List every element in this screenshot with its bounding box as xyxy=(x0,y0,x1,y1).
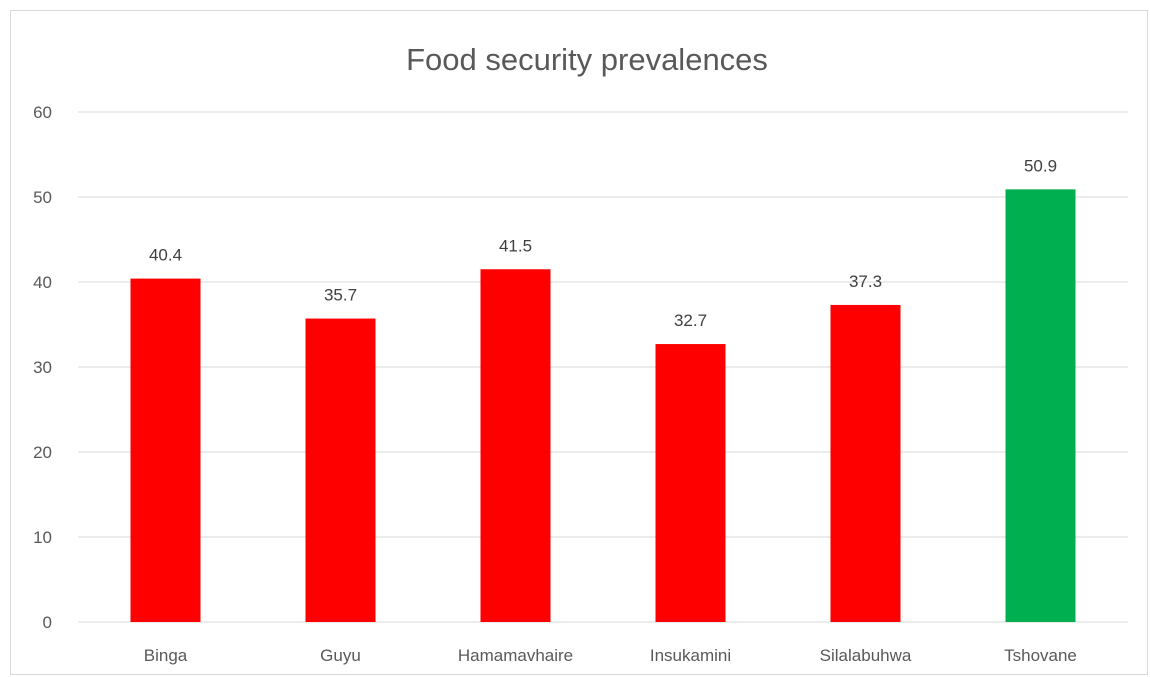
bar-binga xyxy=(130,278,201,622)
bar-guyu xyxy=(305,318,376,622)
y-tick-label: 10 xyxy=(33,528,52,547)
x-tick-label: Tshovane xyxy=(1004,646,1077,665)
data-label: 35.7 xyxy=(324,286,357,305)
data-labels: 40.4 35.7 41.5 32.7 37.3 50.9 xyxy=(149,156,1057,330)
y-tick-label: 60 xyxy=(33,103,52,122)
bar-silalabuhwa xyxy=(830,304,901,622)
x-axis-ticks: Binga Guyu Hamamavhaire Insukamini Silalabuh… xyxy=(144,646,1077,665)
x-tick-label: Hamamavhaire xyxy=(458,646,573,665)
bar-insukamini xyxy=(655,344,726,622)
data-label: 41.5 xyxy=(499,236,532,255)
x-tick-label: Guyu xyxy=(320,646,361,665)
y-tick-label: 0 xyxy=(43,613,52,632)
data-label: 40.4 xyxy=(149,246,182,265)
x-tick-label: Silalabuhwa xyxy=(820,646,912,665)
y-tick-label: 40 xyxy=(33,273,52,292)
bar-tshovane xyxy=(1005,189,1076,622)
x-tick-label: Insukamini xyxy=(650,646,731,665)
y-axis-ticks: 0 10 20 30 40 50 60 xyxy=(33,103,52,632)
data-label: 32.7 xyxy=(674,311,707,330)
y-tick-label: 50 xyxy=(33,188,52,207)
y-tick-label: 30 xyxy=(33,358,52,377)
bars xyxy=(130,189,1076,622)
data-label: 50.9 xyxy=(1024,156,1057,175)
y-tick-label: 20 xyxy=(33,443,52,462)
gridlines xyxy=(78,111,1128,623)
bar-hamamavhaire xyxy=(480,269,551,622)
data-label: 37.3 xyxy=(849,272,882,291)
chart-title: Food security prevalences xyxy=(406,42,768,77)
x-tick-label: Binga xyxy=(144,646,188,665)
